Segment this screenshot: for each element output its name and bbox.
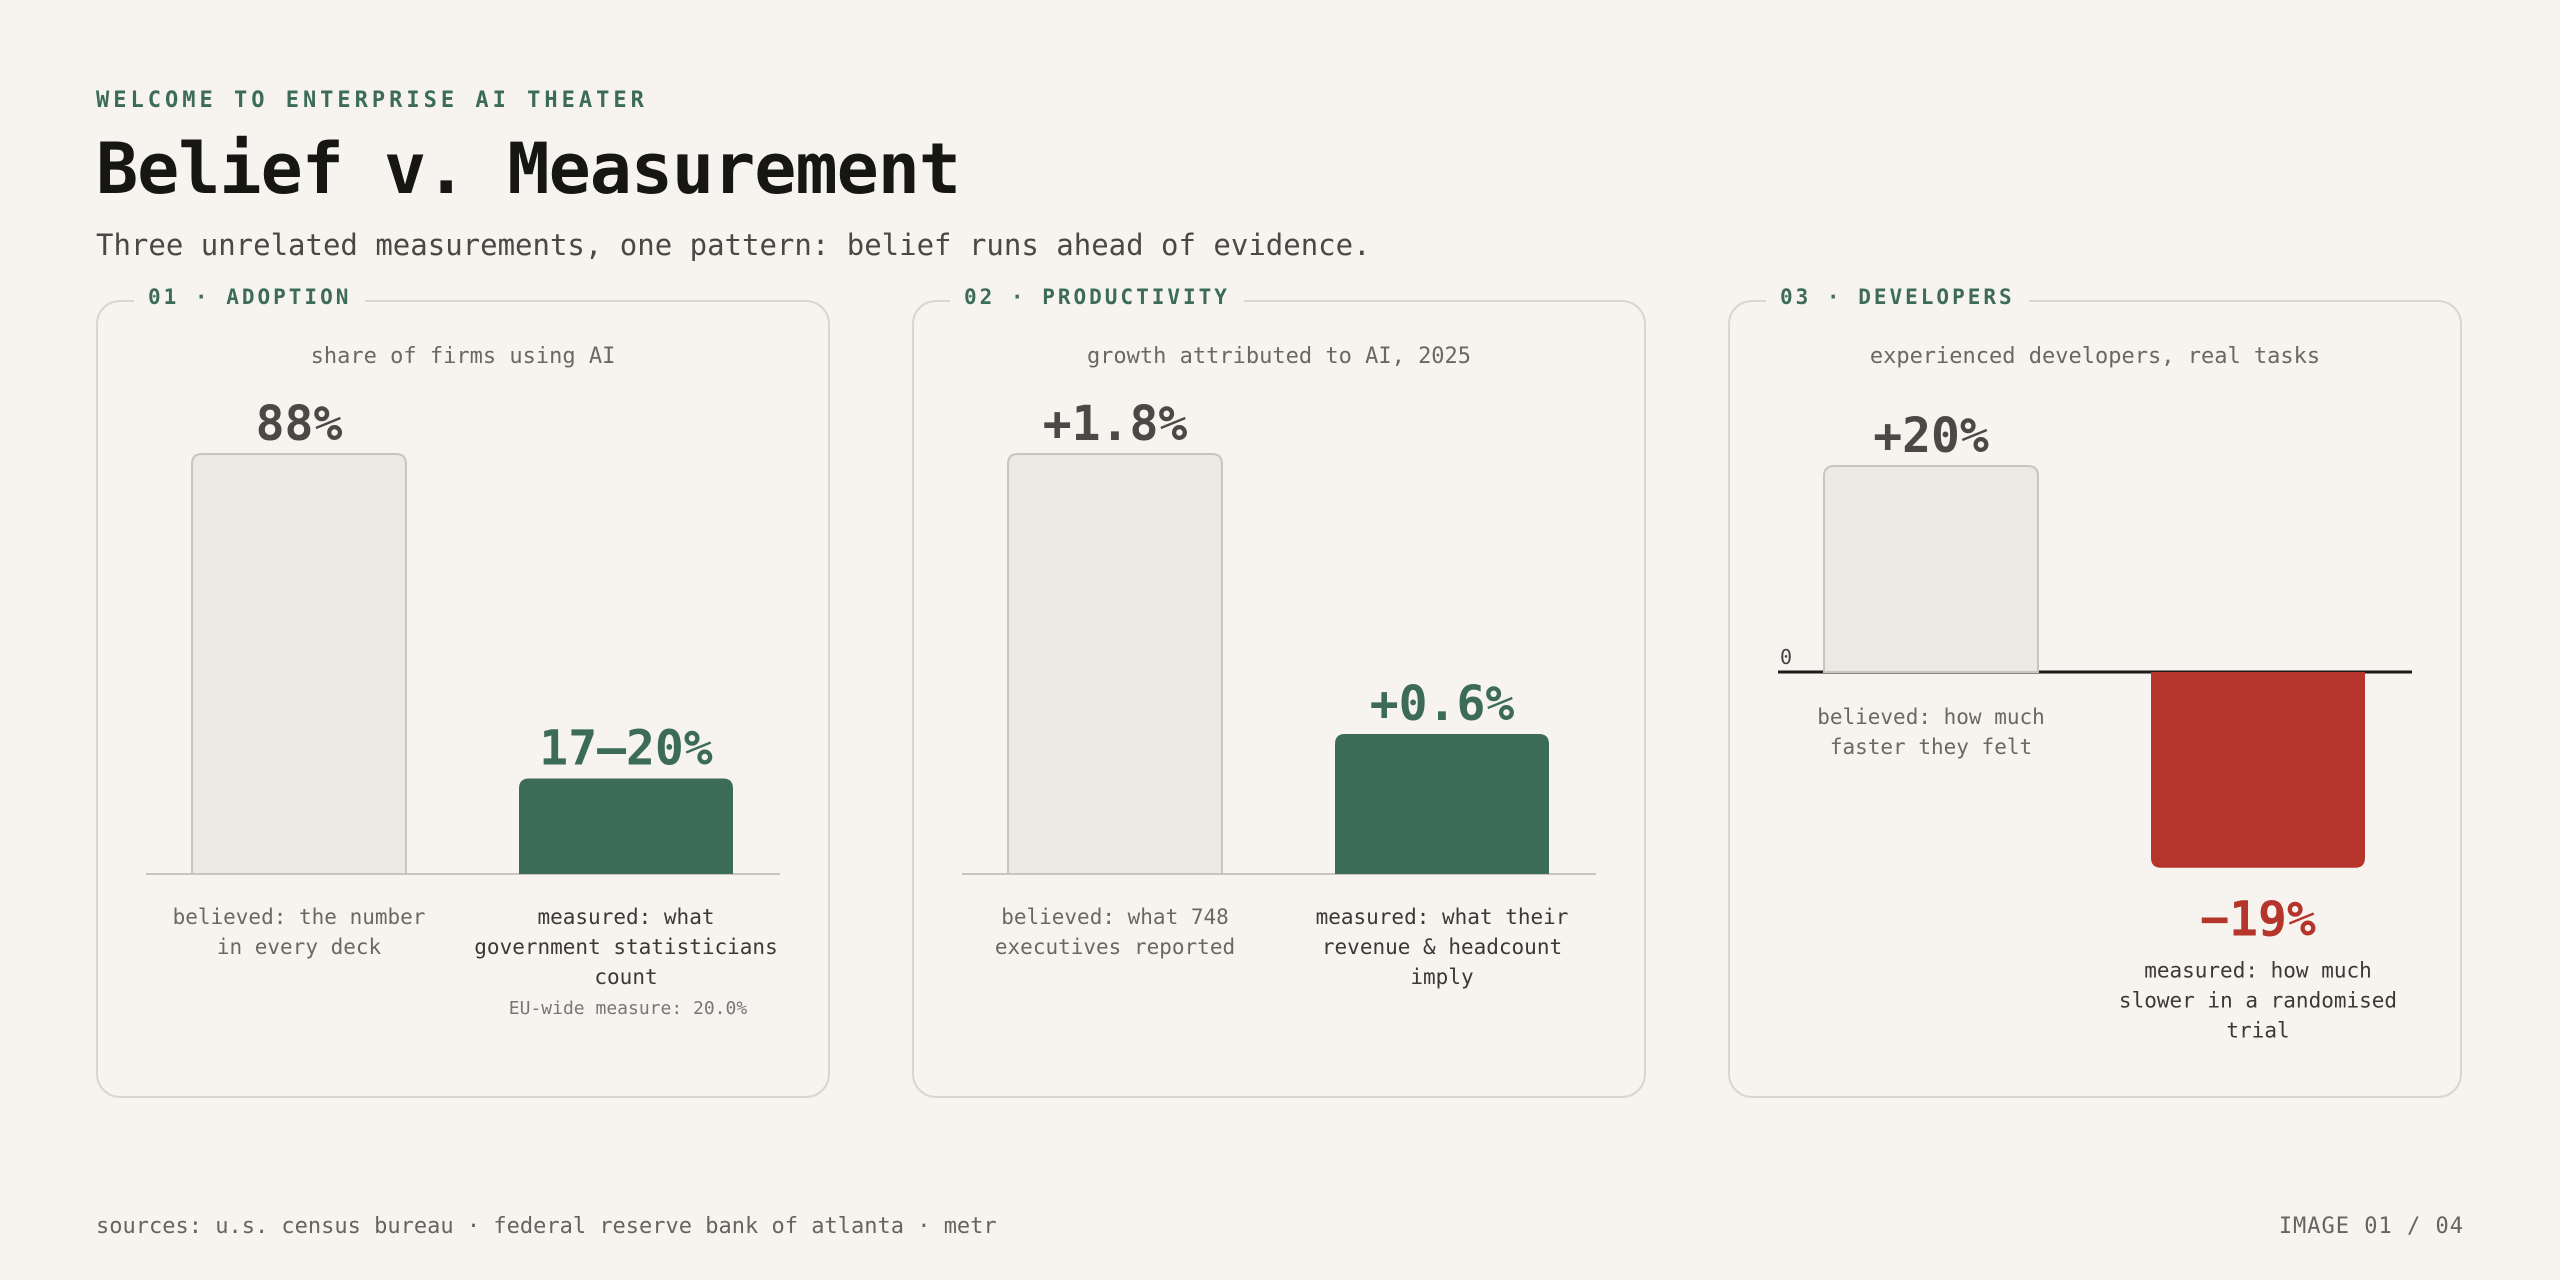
chart-title: experienced developers, real tasks xyxy=(1869,344,2321,369)
chart-title: share of firms using AI xyxy=(310,344,616,369)
bar-measured xyxy=(2151,672,2365,868)
chart-productivity: +1.8% believed: what 748 executives report… xyxy=(962,396,1596,989)
chart-adoption: 88% believed: the number in every deck 17–2… xyxy=(146,396,780,989)
bar-believed xyxy=(191,453,407,875)
category-label: believed: the number in every deck xyxy=(173,905,426,959)
chart-note: EU-wide measure: 20.0% xyxy=(508,998,748,1019)
category-label: believed: what 748 executives reported xyxy=(995,905,1235,959)
chart-developers: 0 +20% believed: how much faster they felt −… xyxy=(1778,408,2412,1043)
card-adoption: 01 · ADOPTION share of firms using AI 88… xyxy=(96,285,830,1098)
page-indicator: IMAGE 01 / 04 xyxy=(2278,1214,2464,1239)
card-productivity: 02 · PRODUCTIVITY growth attributed to A… xyxy=(912,285,1646,1098)
category-label: measured: what government statisticians co… xyxy=(474,905,777,989)
card-label: 02 · PRODUCTIVITY xyxy=(950,285,1244,309)
value-label: +0.6% xyxy=(1370,676,1515,732)
bar-measured xyxy=(519,778,733,874)
eyebrow: WELCOME TO ENTERPRISE AI THEATER xyxy=(96,88,648,113)
category-label: believed: how much faster they felt xyxy=(1817,705,2045,759)
bar-believed xyxy=(1823,465,2039,673)
bar-measured xyxy=(1335,734,1549,874)
category-label: measured: what their revenue & headcount i… xyxy=(1316,905,1569,989)
value-label: 17–20% xyxy=(539,721,712,777)
page-subtitle: Three unrelated measurements, one patter… xyxy=(96,228,1371,262)
chart-title: growth attributed to AI, 2025 xyxy=(1086,344,1472,369)
bar-believed xyxy=(1007,453,1223,875)
sources: sources: u.s. census bureau · federal re… xyxy=(96,1214,997,1239)
page-title: Belief v. Measurement xyxy=(96,128,961,210)
category-label: measured: how much slower in a randomised… xyxy=(2119,959,2397,1043)
value-label: −19% xyxy=(2200,892,2316,948)
value-label: 88% xyxy=(256,396,343,452)
card-developers: 03 · DEVELOPERS experienced developers, … xyxy=(1728,285,2462,1098)
card-label: 03 · DEVELOPERS xyxy=(1766,285,2029,309)
zero-label: 0 xyxy=(1780,645,1792,669)
value-label: +20% xyxy=(1873,408,1989,464)
value-label: +1.8% xyxy=(1043,396,1188,452)
card-label: 01 · ADOPTION xyxy=(134,285,366,309)
